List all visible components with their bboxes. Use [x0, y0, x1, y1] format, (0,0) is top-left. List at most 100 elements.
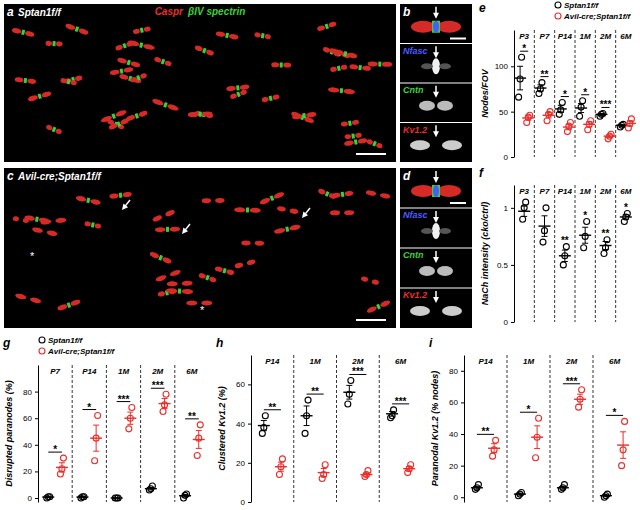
image-feature: [330, 210, 340, 215]
error-bar: [540, 85, 541, 91]
error-cap: [491, 443, 497, 444]
image-feature: [24, 215, 35, 222]
category-separator: [534, 30, 535, 157]
image-feature: [272, 94, 280, 100]
error-bar: [537, 426, 538, 449]
error-cap: [578, 112, 584, 113]
error-cap: [127, 412, 133, 413]
error-cap: [562, 261, 568, 262]
image-feature: [411, 21, 435, 33]
image-feature: [119, 73, 129, 80]
error-cap: [346, 399, 352, 400]
data-point: [262, 413, 268, 419]
image-feature: [132, 26, 151, 35]
arrow-head: [433, 131, 439, 137]
image-feature: [340, 119, 359, 127]
panel-label: c: [7, 169, 14, 183]
panel-label: a: [7, 5, 14, 19]
y-tick-label: 40: [236, 420, 245, 429]
plot-area: [258, 377, 415, 481]
image-feature: [155, 226, 180, 232]
panel-label: d: [403, 169, 411, 183]
image-feature: [75, 26, 80, 32]
image-feature: [358, 65, 362, 70]
channel-label: Kv1.2: [403, 125, 427, 135]
y-tick-mark: [248, 463, 251, 464]
data-point: [95, 413, 101, 419]
image-feature: [67, 302, 71, 308]
error-cap: [114, 498, 120, 499]
error-bar: [560, 105, 561, 112]
image-feature: [328, 87, 356, 95]
data-point: [581, 245, 587, 251]
image-feature: [115, 44, 124, 51]
image-feature: [132, 28, 140, 34]
error-cap: [582, 227, 588, 228]
category-label: 2M: [599, 32, 611, 41]
image-feature: [202, 198, 212, 203]
image-feature: [149, 251, 172, 265]
image-feature: [357, 138, 367, 145]
error-cap: [619, 124, 625, 125]
image-feature: [154, 56, 173, 67]
y-tick-label: 20: [449, 462, 458, 471]
image-feature: [135, 113, 139, 119]
error-cap: [534, 448, 540, 449]
image-feature: [225, 33, 229, 39]
data-point: [345, 401, 351, 407]
error-bar: [528, 116, 529, 121]
significance-label: *: [53, 444, 57, 455]
y-tick-label: 0: [241, 498, 246, 507]
category-label: 1M: [118, 367, 129, 376]
y-axis: 020406080: [449, 356, 464, 503]
y-tick: 20: [23, 467, 38, 476]
significance-label: *: [522, 43, 526, 54]
image-feature: [129, 72, 147, 83]
image-feature: [57, 303, 68, 311]
plot-area: [518, 199, 632, 268]
error-bar: [585, 227, 586, 243]
y-tick-label: 1: [504, 204, 509, 213]
image-feature: [421, 228, 433, 234]
image-feature: [109, 191, 132, 199]
image-feature: [70, 299, 81, 307]
image-feature: [94, 223, 101, 229]
data-point: [490, 453, 496, 459]
image-feature: [149, 251, 160, 259]
image-feature: [194, 45, 203, 52]
image-feature: [198, 272, 217, 283]
image-feature: [25, 30, 35, 37]
channel-label: Kv1.2: [403, 290, 427, 300]
image-feature: [442, 140, 462, 150]
y-tick: 80: [23, 388, 38, 397]
image-feature: [143, 43, 156, 51]
image-feature: [29, 297, 41, 305]
data-point: [533, 455, 539, 461]
error-bar: [605, 242, 606, 250]
error-cap: [577, 394, 583, 395]
mean-line: [514, 493, 526, 494]
chart: 00.51P3P7P141M2M6MNaCh intensity (cko/ct…: [479, 166, 632, 327]
image-feature: [14, 77, 23, 83]
channel-label: Nfasc: [403, 210, 428, 220]
image-subpanel: [419, 101, 453, 111]
image-feature: [380, 192, 391, 199]
image-feature: [366, 138, 383, 149]
image-feature: [164, 60, 172, 67]
image-feature: [198, 272, 206, 279]
channel-label: Cntn: [403, 85, 424, 95]
error-cap: [45, 497, 51, 498]
image-feature: [78, 28, 89, 36]
legend-marker: [39, 348, 45, 354]
image-feature: [166, 227, 169, 232]
error-bar: [581, 103, 582, 112]
image-feature: [264, 34, 271, 40]
image-feature: [38, 93, 42, 99]
image-background: [400, 4, 472, 162]
significance-label: *: [624, 202, 628, 213]
significance-label: ***: [152, 380, 164, 391]
significance-label: ***: [600, 99, 612, 110]
y-tick-mark: [248, 502, 251, 503]
category-separator: [595, 185, 596, 322]
image-feature: [45, 124, 62, 135]
